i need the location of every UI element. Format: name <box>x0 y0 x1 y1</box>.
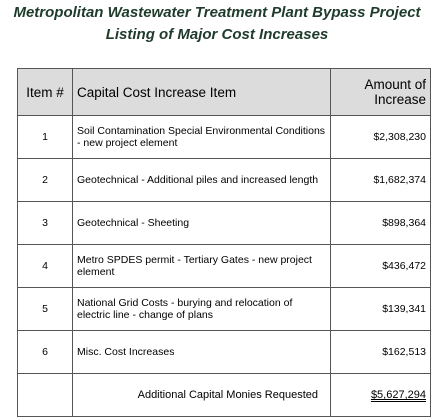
title: Metropolitan Wastewater Treatment Plant … <box>13 4 421 21</box>
total-row: Additional Capital Monies Requested $5,62… <box>17 373 431 417</box>
table-row: 3 Geotechnical - Sheeting $898,364 <box>17 201 431 245</box>
item-number: 3 <box>17 201 73 245</box>
item-number: 5 <box>17 287 73 331</box>
item-description: Soil Contamination Special Environmental… <box>72 115 331 159</box>
amount: $436,472 <box>330 244 431 288</box>
item-number: 2 <box>17 158 73 202</box>
amount: $898,364 <box>330 201 431 245</box>
total-value: $5,627,294 <box>330 373 431 417</box>
column-header: Amount of Increase <box>330 68 431 116</box>
item-number: 1 <box>17 115 73 159</box>
table-row: 5 National Grid Costs - burying and reloc… <box>17 287 431 331</box>
table-body: 1 Soil Contamination Special Environmenta… <box>17 115 431 417</box>
amount: $1,682,374 <box>330 158 431 202</box>
item-description: Geotechnical - Additional piles and incr… <box>72 158 331 202</box>
item-number: 4 <box>17 244 73 288</box>
table-row: 4 Metro SPDES permit - Tertiary Gates - n… <box>17 244 431 288</box>
table-row: 6 Misc. Cost Increases $162,513 <box>17 330 431 374</box>
header-row: Item # Capital Cost Increase Item Amount… <box>17 68 431 116</box>
table-row: 1 Soil Contamination Special Environmenta… <box>17 115 431 159</box>
amount: $162,513 <box>330 330 431 374</box>
total-label: Additional Capital Monies Requested <box>72 373 331 417</box>
subtitle: Listing of Major Cost Increases <box>105 26 329 43</box>
item-description: Misc. Cost Increases <box>72 330 331 374</box>
empty-cell <box>17 373 73 417</box>
item-number: 6 <box>17 330 73 374</box>
column-header: Item # <box>17 68 73 116</box>
column-header: Capital Cost Increase Item <box>72 68 331 116</box>
item-description: National Grid Costs - burying and reloca… <box>72 287 331 331</box>
item-description: Metro SPDES permit - Tertiary Gates - ne… <box>72 244 331 288</box>
amount: $2,308,230 <box>330 115 431 159</box>
item-description: Geotechnical - Sheeting <box>72 201 331 245</box>
table-row: 2 Geotechnical - Additional piles and inc… <box>17 158 431 202</box>
cost-table: Item # Capital Cost Increase Item Amount… <box>17 68 431 417</box>
amount: $139,341 <box>330 287 431 331</box>
